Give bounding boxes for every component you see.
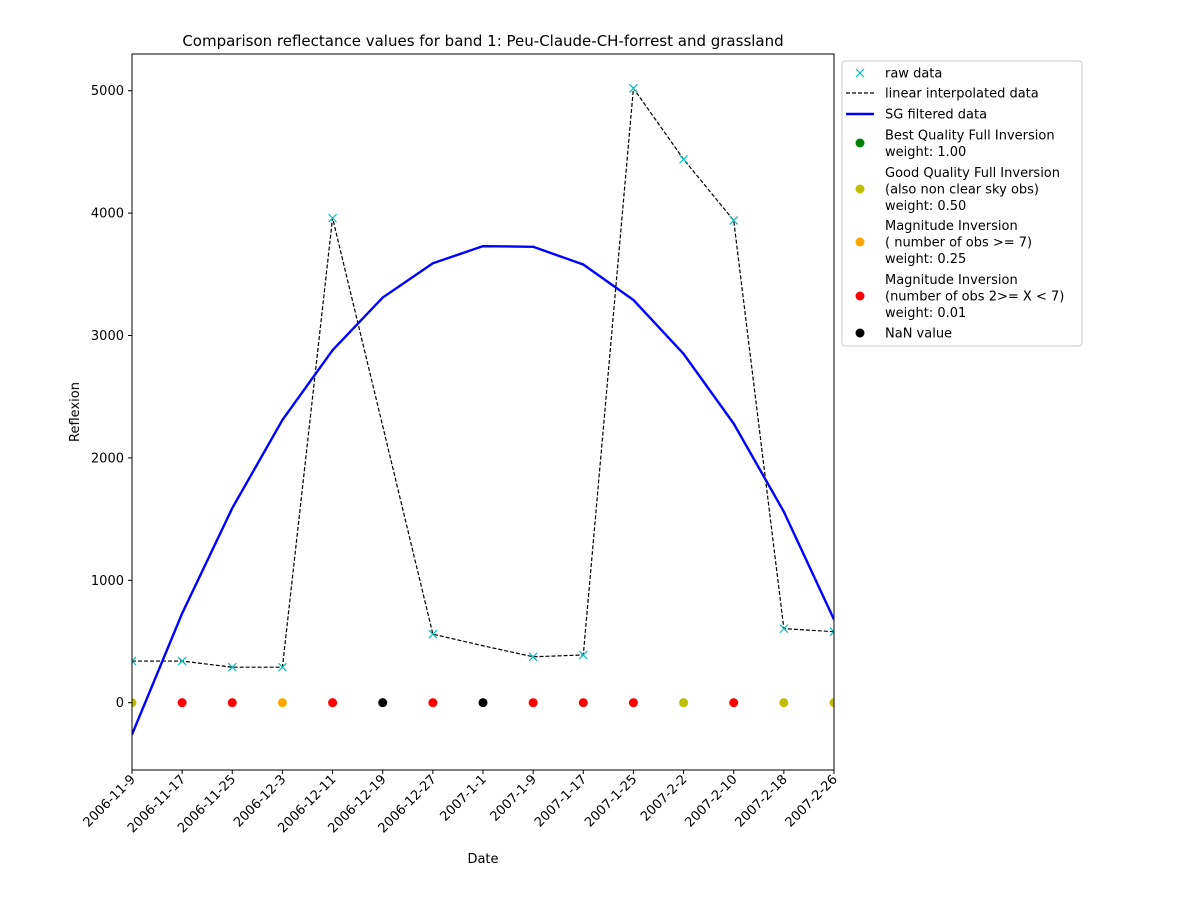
y-tick-label: 4000: [91, 207, 124, 222]
plot-area: [132, 83, 834, 735]
quality-point-red: [578, 698, 588, 708]
legend-handle-nan: [855, 328, 865, 338]
quality-point-good: [779, 698, 789, 708]
legend: raw data linear interpolated data SG filte…: [841, 60, 1083, 347]
quality-point-red: [628, 698, 638, 708]
quality-point-nan: [478, 698, 488, 708]
legend-label-line: weight: 0.50: [885, 199, 966, 214]
legend-label-line: Best Quality Full Inversion: [885, 128, 1055, 143]
raw-data-marker: [528, 652, 538, 662]
y-tick-label: 5000: [91, 84, 124, 99]
x-axis-label: Date: [467, 852, 498, 867]
legend-handle-red: [855, 291, 865, 301]
raw-data-marker: [779, 624, 789, 634]
quality-point-red: [227, 698, 237, 708]
series-linear-interpolated-line: [132, 86, 834, 668]
raw-data-marker: [428, 629, 438, 639]
raw-data-marker: [679, 154, 688, 164]
quality-point-red: [328, 698, 338, 708]
chart-title: Comparison reflectance values for band 1…: [182, 32, 783, 50]
legend-label: raw data: [885, 67, 942, 82]
legend-label-line: (number of obs 2>= X < 7): [885, 290, 1064, 305]
legend-label: Magnitude Inversion ( number of obs >= 7)…: [885, 219, 1032, 267]
raw-data-marker: [629, 83, 638, 93]
legend-label: linear interpolated data: [885, 87, 1039, 102]
legend-label-line: Good Quality Full Inversion: [885, 166, 1060, 181]
raw-data-marker: [328, 213, 337, 223]
legend-label: Best Quality Full Inversion weight: 1.00: [885, 128, 1055, 160]
legend-handle-orange: [855, 237, 865, 247]
legend-label-line: raw data: [885, 67, 942, 82]
legend-label-line: Magnitude Inversion: [885, 273, 1018, 288]
legend-label-line: NaN value: [885, 327, 952, 342]
legend-box: [841, 60, 1083, 347]
raw-data-marker: [177, 656, 187, 666]
series-sg-filtered-line: [132, 244, 834, 735]
y-tick-label: 2000: [91, 451, 124, 466]
raw-data-marker: [227, 662, 237, 672]
y-tick-label: 0: [116, 696, 124, 711]
quality-point-red: [428, 698, 438, 708]
legend-label-line: linear interpolated data: [885, 87, 1039, 102]
raw-data-marker: [132, 656, 137, 666]
quality-point-nan: [378, 698, 388, 708]
legend-label-line: weight: 0.01: [885, 306, 966, 321]
raw-data-marker: [829, 627, 834, 637]
legend-handle-best: [855, 138, 865, 148]
legend-label: SG filtered data: [885, 108, 987, 123]
quality-point-good: [679, 698, 689, 708]
quality-point-red: [177, 698, 187, 708]
quality-point-red: [729, 698, 739, 708]
legend-handle-good: [855, 184, 865, 194]
quality-point-red: [528, 698, 538, 708]
quality-point-orange: [277, 698, 287, 708]
legend-label-line: weight: 0.25: [885, 252, 966, 267]
legend-label-line: Magnitude Inversion: [885, 219, 1018, 234]
raw-data-marker: [278, 662, 287, 672]
legend-label-line: SG filtered data: [885, 108, 987, 123]
y-axis: 0 1000 2000 3000 4000 5000: [91, 84, 132, 711]
legend-label-line: weight: 1.00: [885, 145, 966, 160]
y-axis-label: Reflexion: [68, 382, 83, 442]
raw-data-marker: [729, 216, 739, 225]
legend-handle-raw: [855, 68, 865, 78]
plot-marks: [132, 83, 834, 735]
y-tick-label: 3000: [91, 329, 124, 344]
legend-label: NaN value: [885, 327, 952, 342]
legend-label-line: ( number of obs >= 7): [885, 236, 1032, 251]
y-tick-label: 1000: [91, 574, 124, 589]
quality-point-good: [132, 698, 137, 708]
legend-label: Good Quality Full Inversion (also non cle…: [885, 166, 1060, 214]
raw-data-marker: [578, 650, 588, 660]
legend-label: Magnitude Inversion (number of obs 2>= X …: [885, 273, 1064, 321]
legend-label-line: (also non clear sky obs): [885, 183, 1039, 198]
quality-point-good: [829, 698, 834, 708]
